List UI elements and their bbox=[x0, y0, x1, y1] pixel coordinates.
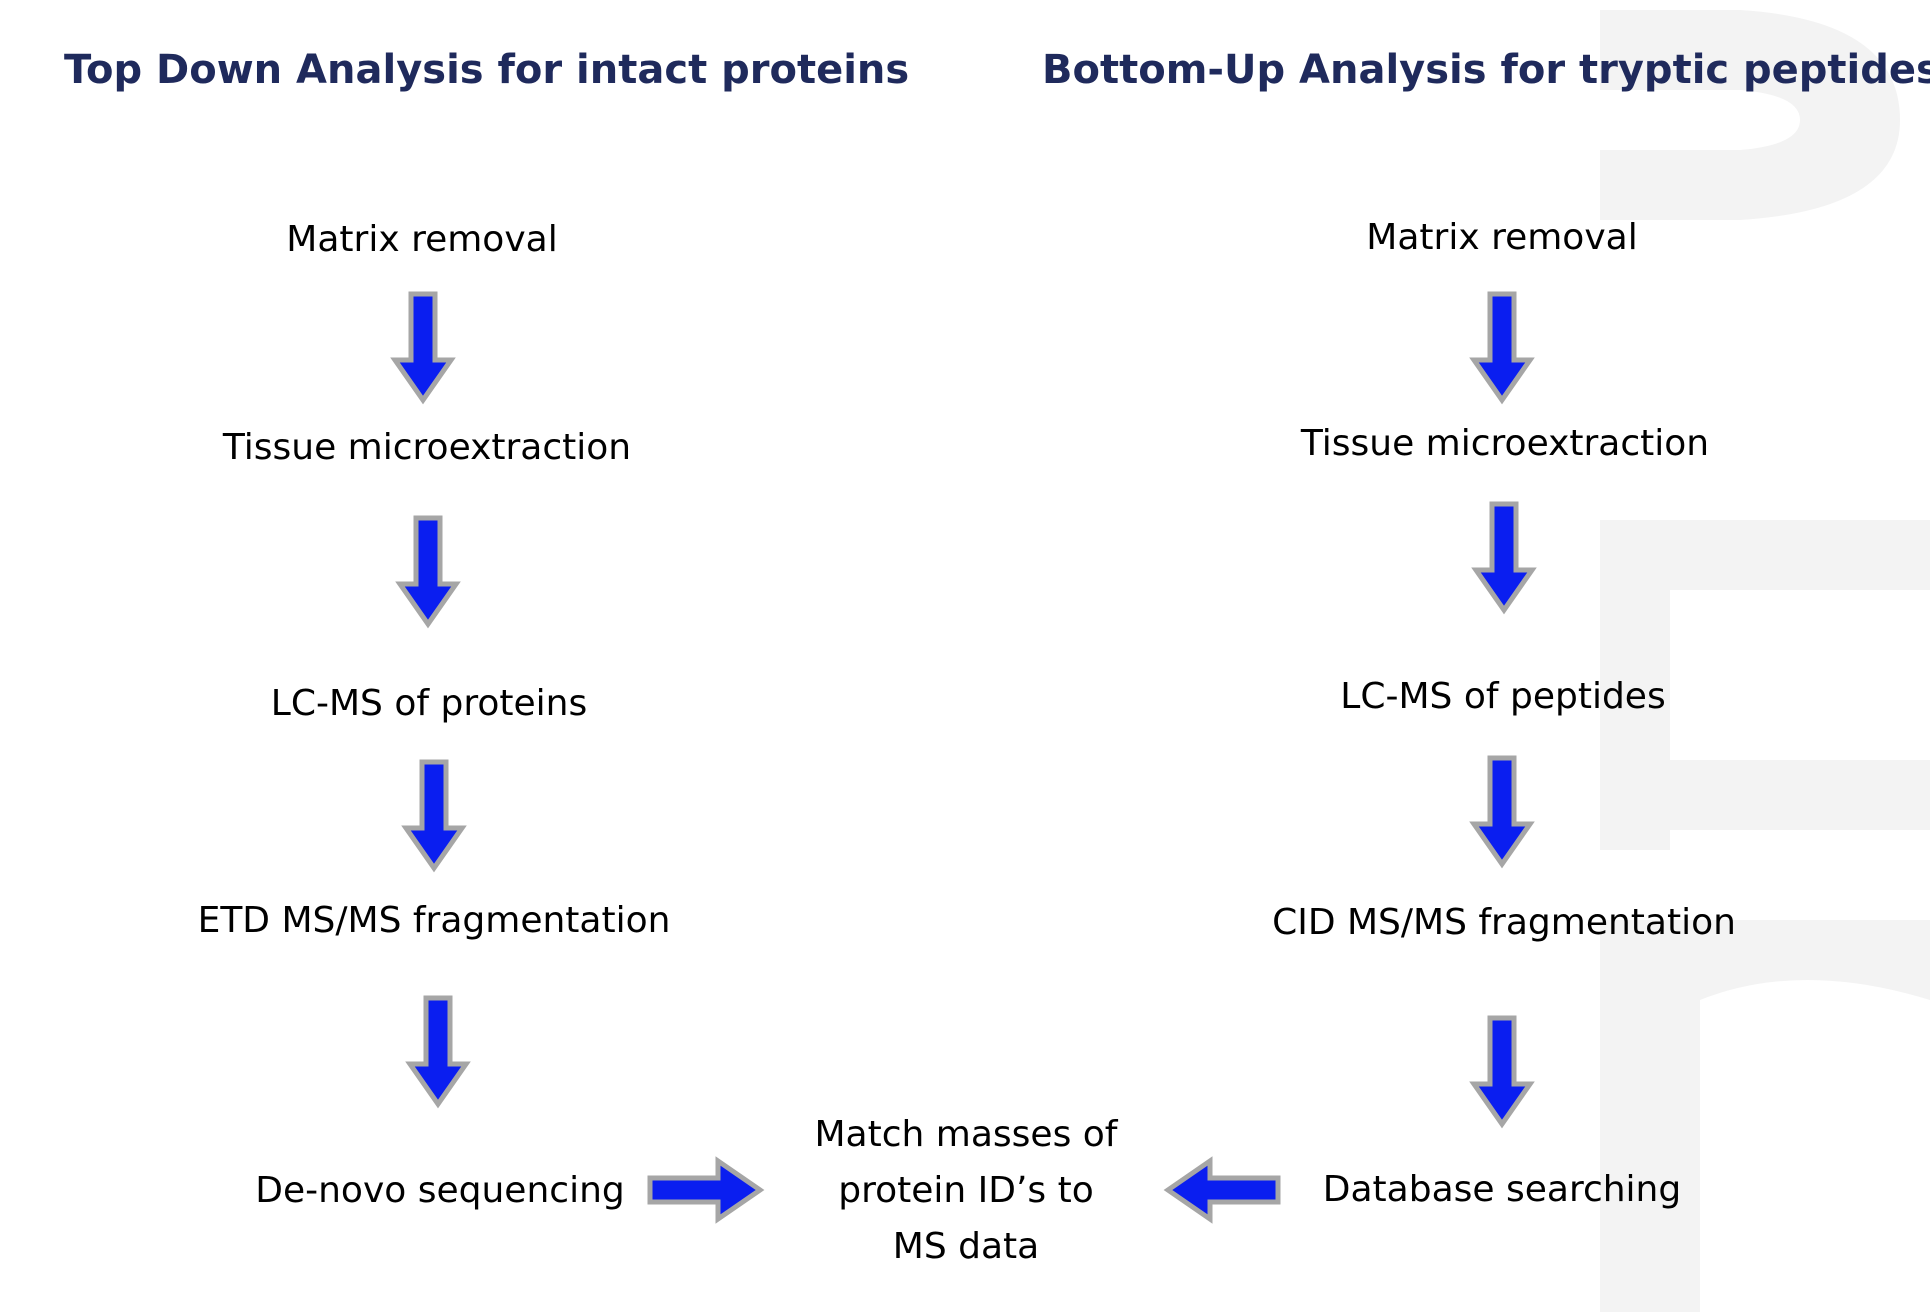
arrow-down-icon bbox=[1469, 1015, 1535, 1129]
arrow-down-icon bbox=[401, 759, 467, 873]
bu-step-lc-ms: LC-MS of peptides bbox=[1340, 676, 1666, 717]
arrow-down-icon bbox=[405, 995, 471, 1109]
bu-step-matrix-removal: Matrix removal bbox=[1366, 217, 1638, 258]
arrow-down-icon bbox=[1471, 501, 1537, 615]
bottom-up-heading: Bottom-Up Analysis for tryptic peptides bbox=[1042, 47, 1930, 93]
result-line-1: Match masses of bbox=[814, 1114, 1118, 1155]
bu-step-database-searching: Database searching bbox=[1322, 1169, 1682, 1210]
td-step-tissue-microextraction: Tissue microextraction bbox=[222, 427, 632, 468]
arrow-down-icon bbox=[390, 291, 456, 405]
top-down-heading: Top Down Analysis for intact proteins bbox=[64, 47, 910, 93]
arrow-down-icon bbox=[1469, 291, 1535, 405]
arrow-down-icon bbox=[1469, 755, 1535, 869]
arrow-down-icon bbox=[395, 515, 461, 629]
td-step-lc-ms: LC-MS of proteins bbox=[270, 683, 588, 724]
result-line-2: protein ID’s to bbox=[838, 1170, 1094, 1211]
arrow-right-icon bbox=[647, 1156, 765, 1224]
td-step-de-novo-sequencing: De-novo sequencing bbox=[255, 1170, 625, 1211]
result-line-3: MS data bbox=[892, 1226, 1040, 1267]
bu-step-cid-fragmentation: CID MS/MS fragmentation bbox=[1272, 902, 1736, 943]
arrow-left-icon bbox=[1163, 1156, 1281, 1224]
watermark-logo bbox=[1600, 10, 1930, 1312]
bu-step-tissue-microextraction: Tissue microextraction bbox=[1300, 423, 1710, 464]
td-step-etd-fragmentation: ETD MS/MS fragmentation bbox=[197, 900, 671, 941]
td-step-matrix-removal: Matrix removal bbox=[286, 219, 558, 260]
result-match-masses: Match masses of protein ID’s to MS data bbox=[776, 1107, 1156, 1275]
